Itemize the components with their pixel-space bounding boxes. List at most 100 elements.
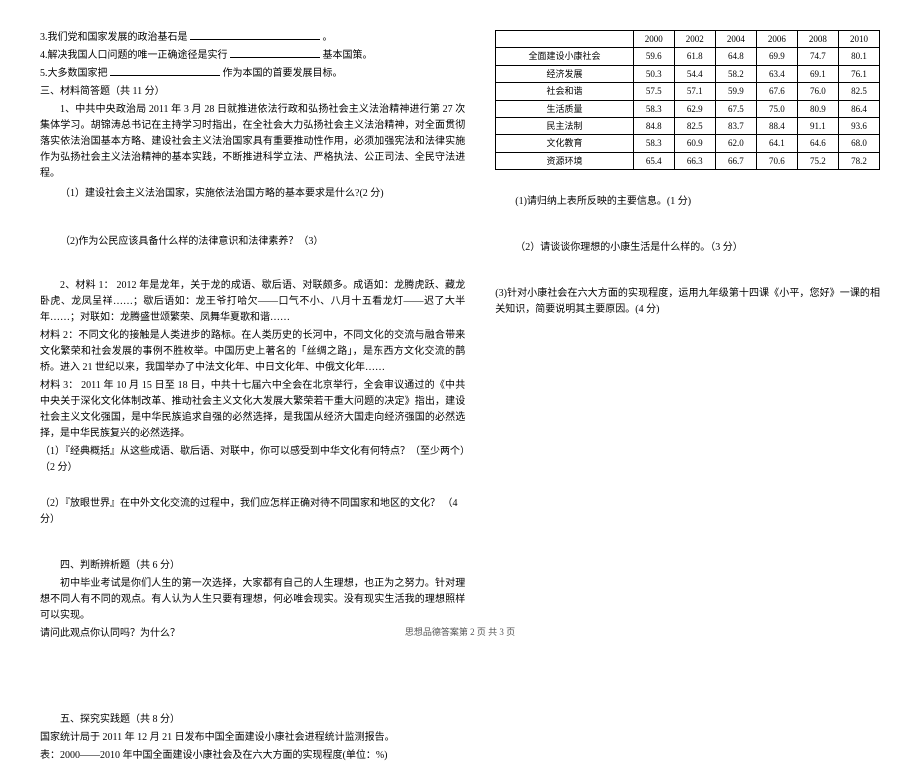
cell-value: 80.1 <box>838 48 879 65</box>
cell-value: 83.7 <box>715 117 756 134</box>
cell-value: 58.3 <box>633 100 674 117</box>
q5-prefix: 5.大多数国家把 <box>40 68 108 79</box>
m2-p3: 材料 3： 2011 年 10 月 15 日至 18 日，中共十七届六中全会在北… <box>40 378 465 442</box>
year-2002: 2002 <box>674 31 715 48</box>
cell-value: 76.0 <box>797 83 838 100</box>
cell-value: 88.4 <box>756 117 797 134</box>
cell-value: 60.9 <box>674 135 715 152</box>
table-row: 社会和谐57.557.159.967.676.082.5 <box>496 83 880 100</box>
cell-value: 93.6 <box>838 117 879 134</box>
q3-blank <box>190 30 320 40</box>
cell-value: 58.2 <box>715 65 756 82</box>
m2-q2: （2）『放眼世界』在中外文化交流的过程中，我们应怎样正确对待不同国家和地区的文化… <box>40 496 465 528</box>
table-header-row: 2000 2002 2004 2006 2008 2010 <box>496 31 880 48</box>
spacer <box>495 258 880 286</box>
cell-value: 64.6 <box>797 135 838 152</box>
cell-value: 86.4 <box>838 100 879 117</box>
q4-suffix: 基本国策。 <box>323 50 373 61</box>
section4-title: 四、判断辨析题（共 6 分） <box>40 558 465 574</box>
cell-value: 64.8 <box>715 48 756 65</box>
table-row: 全面建设小康社会59.661.864.869.974.780.1 <box>496 48 880 65</box>
q5-blank <box>110 66 220 76</box>
right-q3: (3)针对小康社会在六大方面的实现程度，运用九年级第十四课《小平，您好》一课的相… <box>495 286 880 318</box>
cell-value: 70.6 <box>756 152 797 169</box>
cell-value: 64.1 <box>756 135 797 152</box>
cell-value: 62.0 <box>715 135 756 152</box>
spacer <box>40 478 465 496</box>
section3-title: 三、材料简答题（共 11 分） <box>40 84 465 100</box>
cell-value: 76.1 <box>838 65 879 82</box>
s4-p1: 初中毕业考试是你们人生的第一次选择，大家都有自己的人生理想，也正为之努力。针对理… <box>40 576 465 624</box>
cell-value: 66.3 <box>674 152 715 169</box>
spacer <box>40 530 465 558</box>
right-q2: （2）请谈谈你理想的小康生活是什么样的。（3 分） <box>495 240 880 256</box>
year-2006: 2006 <box>756 31 797 48</box>
q3-suffix: 。 <box>323 32 333 43</box>
m2-p2: 材料 2：不同文化的接触是人类进步的路标。在人类历史的长河中，不同文化的交流与融… <box>40 328 465 376</box>
cell-value: 62.9 <box>674 100 715 117</box>
q3-prefix: 3.我们党和国家发展的政治基石是 <box>40 32 188 43</box>
year-2004: 2004 <box>715 31 756 48</box>
right-column: 2000 2002 2004 2006 2008 2010 全面建设小康社会59… <box>495 30 880 650</box>
cell-value: 69.1 <box>797 65 838 82</box>
cell-value: 91.1 <box>797 117 838 134</box>
s5-p1: 国家统计局于 2011 年 12 月 21 日发布中国全面建设小康社会进程统计监… <box>40 730 465 746</box>
spacer <box>495 176 880 194</box>
table-row: 资源环境65.466.366.770.675.278.2 <box>496 152 880 169</box>
cell-value: 75.2 <box>797 152 838 169</box>
cell-value: 65.4 <box>633 152 674 169</box>
year-2010: 2010 <box>838 31 879 48</box>
year-2008: 2008 <box>797 31 838 48</box>
cell-value: 84.8 <box>633 117 674 134</box>
cell-value: 69.9 <box>756 48 797 65</box>
cell-value: 57.1 <box>674 83 715 100</box>
spacer <box>40 684 465 712</box>
table-row: 文化教育58.360.962.064.164.668.0 <box>496 135 880 152</box>
table-row: 经济发展50.354.458.263.469.176.1 <box>496 65 880 82</box>
cell-value: 66.7 <box>715 152 756 169</box>
row-label: 文化教育 <box>496 135 633 152</box>
cell-value: 57.5 <box>633 83 674 100</box>
cell-value: 78.2 <box>838 152 879 169</box>
left-column: 3.我们党和国家发展的政治基石是 。 4.解决我国人口问题的唯一正确途径是实行 … <box>40 30 465 650</box>
row-label: 经济发展 <box>496 65 633 82</box>
cell-value: 75.0 <box>756 100 797 117</box>
page-footer: 思想品德答案第 2 页 共 3 页 <box>0 625 920 638</box>
cell-value: 67.6 <box>756 83 797 100</box>
year-2000: 2000 <box>633 31 674 48</box>
cell-value: 68.0 <box>838 135 879 152</box>
q5-suffix: 作为本国的首要发展目标。 <box>223 68 343 79</box>
m2-p1: 2、材料 1： 2012 年是龙年，关于龙的成语、歇后语、对联颇多。成语如：龙腾… <box>40 278 465 326</box>
cell-value: 59.9 <box>715 83 756 100</box>
m1-q1: （1）建设社会主义法治国家，实施依法治国方略的基本要求是什么?(2 分) <box>40 186 465 202</box>
q4-prefix: 4.解决我国人口问题的唯一正确途径是实行 <box>40 50 228 61</box>
q4-blank <box>230 48 320 58</box>
fill-q4: 4.解决我国人口问题的唯一正确途径是实行 基本国策。 <box>40 48 465 64</box>
cell-value: 61.8 <box>674 48 715 65</box>
spacer <box>40 644 465 684</box>
table-corner <box>496 31 633 48</box>
cell-value: 74.7 <box>797 48 838 65</box>
section5-title: 五、探究实践题（共 8 分） <box>40 712 465 728</box>
cell-value: 80.9 <box>797 100 838 117</box>
m1-paragraph: 1、中共中央政治局 2011 年 3 月 28 日就推进依法行政和弘扬社会主义法… <box>40 102 465 182</box>
row-label: 民主法制 <box>496 117 633 134</box>
cell-value: 82.5 <box>674 117 715 134</box>
cell-value: 63.4 <box>756 65 797 82</box>
fill-q5: 5.大多数国家把 作为本国的首要发展目标。 <box>40 66 465 82</box>
table-row: 生活质量58.362.967.575.080.986.4 <box>496 100 880 117</box>
s5-p2: 表：2000——2010 年中国全面建设小康社会及在六大方面的实现程度(单位：%… <box>40 748 465 764</box>
cell-value: 59.6 <box>633 48 674 65</box>
spacer <box>40 202 465 230</box>
cell-value: 58.3 <box>633 135 674 152</box>
table-row: 民主法制84.882.583.788.491.193.6 <box>496 117 880 134</box>
right-q1: (1)请归纳上表所反映的主要信息。(1 分) <box>495 194 880 210</box>
row-label: 全面建设小康社会 <box>496 48 633 65</box>
row-label: 生活质量 <box>496 100 633 117</box>
cell-value: 82.5 <box>838 83 879 100</box>
m1-q2: （2)作为公民应该具备什么样的法律意识和法律素养？（3） <box>40 234 465 250</box>
cell-value: 54.4 <box>674 65 715 82</box>
m2-q1: （1）『经典概括』从这些成语、歇后语、对联中，你可以感受到中华文化有何特点？（至… <box>40 444 465 476</box>
xiaokang-table: 2000 2002 2004 2006 2008 2010 全面建设小康社会59… <box>495 30 880 170</box>
cell-value: 50.3 <box>633 65 674 82</box>
